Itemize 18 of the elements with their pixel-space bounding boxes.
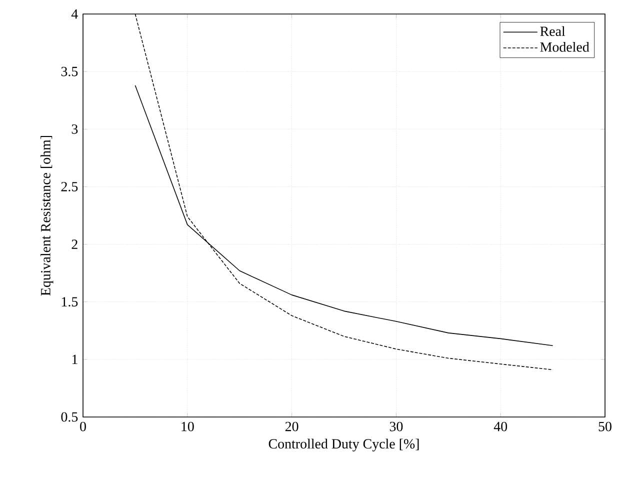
y-tick-label: 2.5: [61, 182, 78, 192]
y-tick-label: 1: [72, 354, 78, 364]
y-tick-label: 2: [72, 240, 78, 249]
y-axis-title: Equivalent Resistance [ohm]: [40, 136, 54, 296]
y-tick-label: 3: [72, 124, 78, 134]
y-tick-label: 4: [71, 9, 78, 19]
x-tick-label: 30: [390, 422, 403, 432]
y-tick-label: 1.5: [62, 297, 78, 307]
legend-label: Real: [540, 26, 566, 36]
legend-label: Modeled: [540, 42, 590, 52]
x-tick-label: 10: [182, 422, 194, 432]
x-tick-label: 20: [285, 422, 298, 432]
x-tick-label: 0: [80, 422, 86, 432]
x-tick-label: 50: [598, 422, 612, 432]
x-axis-title: Controlled Duty Cycle [%]: [268, 438, 419, 452]
x-tick-label: 40: [494, 422, 508, 432]
y-tick-label: 0.5: [61, 412, 78, 422]
y-tick-label: 3.5: [61, 66, 78, 76]
